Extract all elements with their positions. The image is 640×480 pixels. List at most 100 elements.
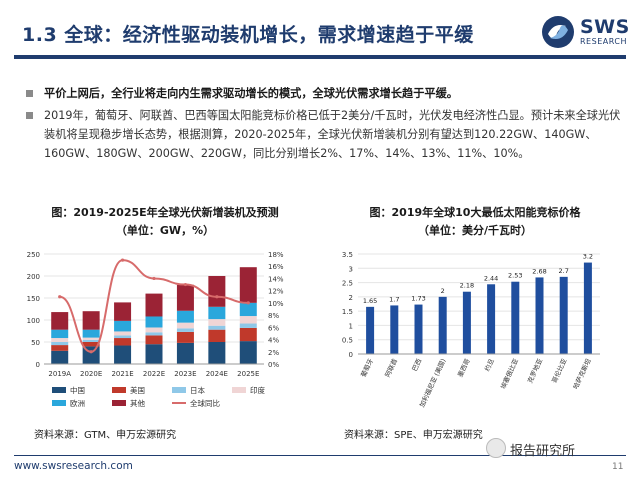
chart2-bar — [511, 281, 520, 354]
chart2-x-tick: 墨西哥 — [456, 357, 472, 379]
chart1-x-tick: 2025E — [237, 370, 259, 378]
chart1-legend-label: 其他 — [130, 398, 145, 408]
chart2-value-label: 2.7 — [559, 267, 569, 275]
watermark: 报告研究所 — [486, 438, 576, 459]
chart1-x-tick: 2020E — [80, 370, 102, 378]
chart2-x-tick: 哥伦比亚 — [549, 357, 568, 385]
chart1-bar-segment — [114, 338, 132, 346]
chart1-x-tick: 2021E — [111, 370, 133, 378]
chart2-value-label: 2 — [441, 287, 445, 295]
chart1-y2-tick: 2% — [268, 349, 279, 357]
chart2-title-line1: 图：2019年全球10大最低太阳能竞标价格 — [369, 206, 581, 219]
chart1-bar-segment — [145, 344, 163, 364]
chart1-y-tick: 150 — [27, 295, 40, 303]
chart1-bar-segment — [145, 293, 163, 317]
chart1-bar-segment — [208, 319, 226, 326]
chart1-bar-segment — [176, 328, 194, 332]
chart1-bar-segment — [145, 316, 163, 328]
chart2-title: 图：2019年全球10大最低太阳能竞标价格 （单位：美分/千瓦时） — [330, 204, 620, 240]
chart1-y-tick: 0 — [36, 361, 40, 369]
chart1-bar-segment — [145, 335, 163, 345]
chart2-value-label: 3.2 — [583, 253, 593, 261]
chart2-y-tick: 1 — [349, 322, 353, 330]
chart2-y-tick: 3.5 — [342, 251, 353, 259]
chart1-yoy-point — [152, 276, 156, 281]
chart2-bar — [583, 262, 592, 354]
chart1-y2-tick: 8% — [268, 312, 279, 320]
footer-url[interactable]: www.swsresearch.com — [14, 460, 133, 472]
chart2-bar — [414, 304, 423, 354]
chart2-x-tick: 加利福尼亚 (美国) — [417, 357, 447, 409]
chart1-bar-segment — [114, 345, 132, 364]
chart1-x-tick: 2022E — [143, 370, 165, 378]
chart1-source: 资料来源：GTM、申万宏源研究 — [34, 430, 177, 441]
watermark-text: 报告研究所 — [510, 444, 576, 459]
chart1-bar-segment — [208, 342, 226, 364]
chart1-title-line2: （单位：GW，%） — [115, 224, 215, 237]
chart1-title-line1: 图：2019-2025E年全球光伏新增装机及预测 — [51, 206, 279, 219]
chart1-legend-swatch — [52, 400, 66, 406]
chart1-bar-segment — [208, 329, 226, 342]
header-rule — [14, 55, 626, 59]
chart1-y2-tick: 4% — [268, 337, 279, 345]
chart1-legend-swatch — [52, 387, 66, 393]
chart2-x-tick: 巴西 — [411, 357, 424, 373]
chart1-bar-segment — [239, 327, 257, 342]
chart1-x-tick: 2024E — [206, 370, 228, 378]
chart2-x-tick: 葡萄牙 — [359, 357, 376, 379]
sws-logo: SWS RESEARCH — [540, 14, 630, 50]
chart1-bar-segment — [239, 302, 257, 317]
slide-header: 1.3 全球：经济性驱动装机增长，需求增速趋于平缓 SWS RESEARCH — [0, 0, 640, 60]
chart1-y2-tick: 12% — [268, 288, 284, 296]
bullet-item: 平价上网后，全行业将走向内生需求驱动增长的模式，全球光伏需求增长趋于平缓。 — [26, 84, 626, 103]
chart1-bar-segment — [82, 329, 100, 338]
chart2-bar — [390, 305, 399, 354]
chart1-bar-segment — [114, 320, 132, 332]
chart1-bar-segment — [51, 329, 69, 339]
chart1-y2-tick: 0% — [268, 361, 279, 369]
chart2-value-label: 1.73 — [411, 295, 425, 303]
chart1-bar-segment — [114, 331, 132, 336]
chart1-yoy-point — [183, 282, 188, 287]
chart1-bar-segment — [51, 350, 69, 364]
chart2-x-tick: 埃塞俄比亚 — [498, 357, 520, 391]
chart2-source: 资料来源：SPE、申万宏源研究 — [344, 430, 483, 441]
chart1-bar-segment — [176, 342, 194, 364]
chart2-bar — [366, 306, 375, 354]
chart2-value-label: 2.53 — [508, 272, 522, 280]
chart2-bid-prices: 00.511.522.533.51.65葡萄牙1.7阿联酋1.73巴西2加利福尼… — [342, 251, 600, 409]
chart1-bar-segment — [239, 316, 257, 324]
chart1-y2-tick: 6% — [268, 324, 279, 332]
chart1-bar-segment — [51, 312, 69, 330]
chart2-title-line2: （单位：美分/千瓦时） — [417, 224, 533, 237]
chart2-y-tick: 3 — [349, 265, 353, 273]
chart1-bar-segment — [145, 327, 163, 333]
chart2-x-tick: 阿联酋 — [383, 357, 400, 379]
chart2-bar — [462, 291, 471, 354]
chart1-y-tick: 200 — [27, 273, 40, 281]
chart1-bar-segment — [208, 325, 226, 330]
chart1-legend-swatch — [112, 387, 126, 393]
chart1-legend-swatch — [232, 387, 246, 393]
chart1-bar-segment — [239, 341, 257, 364]
bullet-square-icon — [26, 112, 33, 119]
chart2-y-tick: 2.5 — [342, 280, 353, 288]
chart1-bar-segment — [82, 311, 100, 330]
chart1-yoy-point — [246, 301, 250, 305]
chart1-bar-segment — [82, 337, 100, 340]
chart1-bar-segment — [176, 284, 194, 311]
chart1-yoy-point — [58, 295, 62, 299]
chart2-y-tick: 1.5 — [342, 308, 353, 316]
chart1-y-tick: 50 — [31, 339, 40, 347]
bullet-text: 2019年，葡萄牙、阿联酋、巴西等国太阳能竞标价格已低于2美分/千瓦时，光伏发电… — [44, 109, 621, 160]
chart1-legend-label: 欧洲 — [70, 398, 85, 408]
chart1-y-tick: 100 — [27, 317, 40, 325]
chart1-bar-segment — [176, 310, 194, 323]
slide-title: 1.3 全球：经济性驱动装机增长，需求增速趋于平缓 — [22, 24, 474, 46]
chart2-x-tick: 克罗地亚 — [525, 357, 544, 385]
chart2-value-label: 2.68 — [532, 267, 546, 275]
chart1-legend-swatch — [172, 387, 186, 393]
chart1-y2-tick: 18% — [268, 251, 284, 259]
footer-rule — [14, 455, 626, 456]
chart1-bar-segment — [51, 338, 69, 342]
